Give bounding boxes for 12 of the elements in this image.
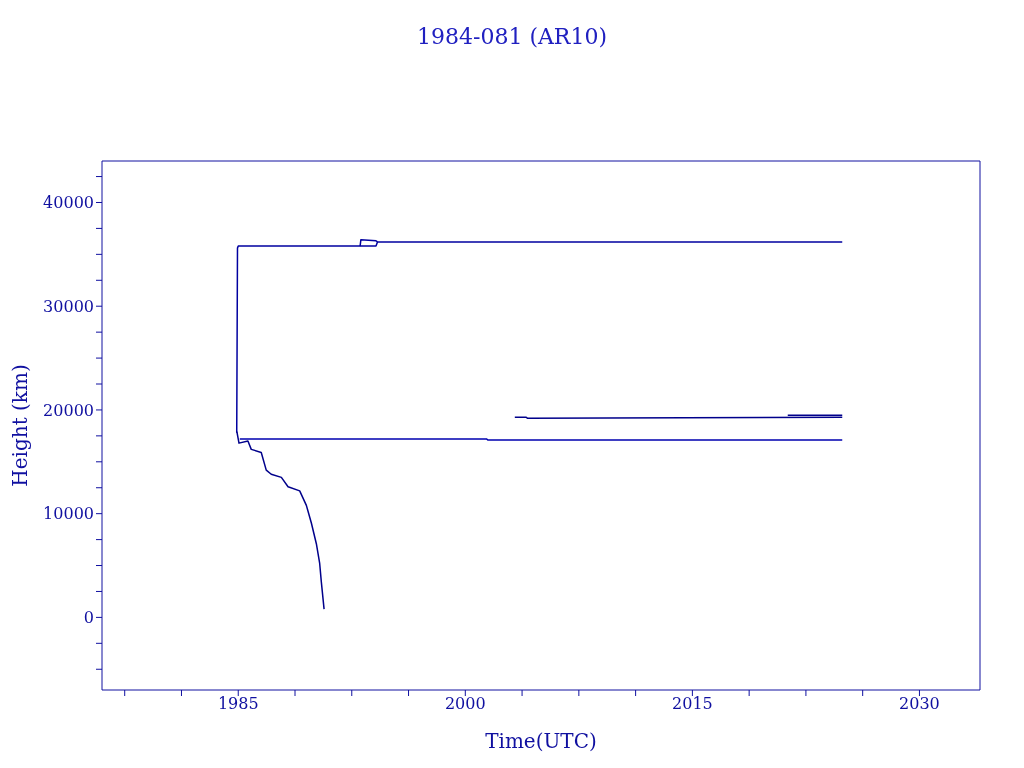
y-tick-label: 30000	[43, 296, 94, 316]
x-tick-label: 2015	[672, 694, 713, 714]
y-axis-title: Height (km)	[8, 364, 33, 487]
chart-title: 1984-081 (AR10)	[416, 24, 608, 49]
y-tick-label: 0	[83, 608, 94, 628]
y-tick-label: 20000	[43, 400, 94, 420]
x-tick-label: 2030	[899, 694, 940, 714]
x-tick-label: 2000	[444, 694, 486, 714]
y-tick-label: 40000	[43, 193, 94, 213]
x-tick-label: 1985	[217, 694, 259, 714]
x-axis-title: Time(UTC)	[485, 729, 597, 753]
y-tick-label: 10000	[43, 504, 94, 524]
